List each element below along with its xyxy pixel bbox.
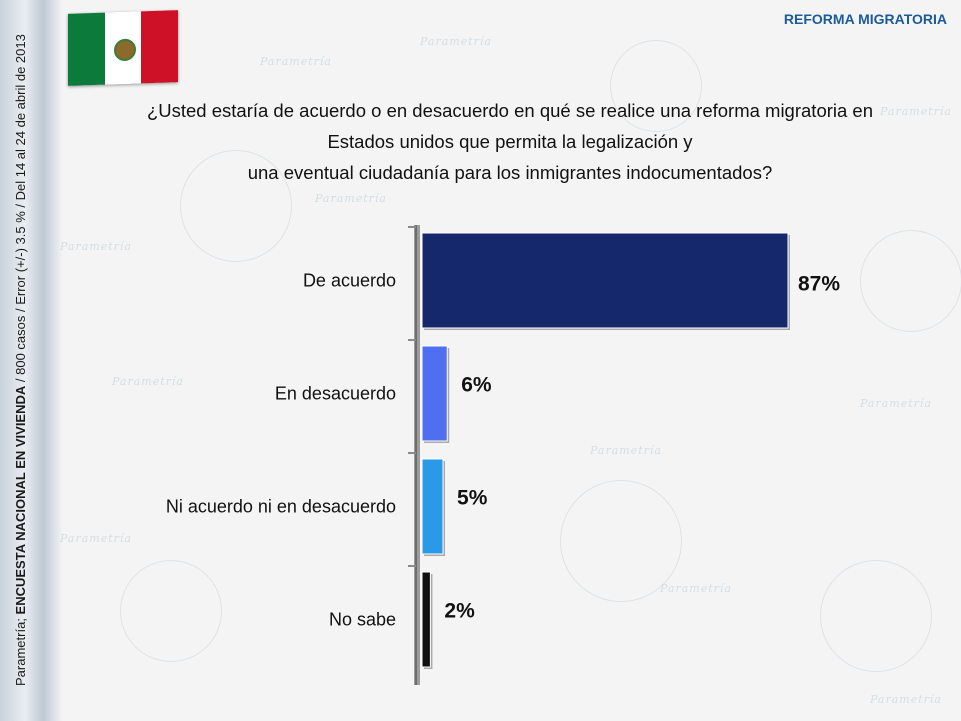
topic-title: REFORMA MIGRATORIA [783, 11, 947, 27]
bar-1 [421, 232, 789, 329]
category-label: De acuerdo [303, 271, 396, 291]
survey-question: ¿Usted estaría de acuerdo o en desacuerd… [110, 95, 910, 188]
bar-2 [421, 345, 448, 442]
value-label: 5% [457, 487, 488, 510]
value-label: 87% [798, 273, 840, 296]
value-label: 6% [461, 374, 492, 397]
category-label: En desacuerdo [275, 384, 396, 404]
question-line-1: ¿Usted estaría de acuerdo o en desacuerd… [146, 100, 874, 121]
bar-3 [421, 458, 444, 555]
category-label: Ni acuerdo ni en desacuerdo [166, 497, 396, 517]
left-decorative-strip [0, 0, 62, 721]
bar-4 [421, 571, 431, 668]
question-line-3: una eventual ciudadanía para los inmigra… [247, 162, 773, 183]
value-label: 2% [444, 600, 475, 623]
category-label: No sabe [329, 610, 396, 630]
question-line-2: Estados unidos que permita la legalizaci… [327, 131, 693, 152]
